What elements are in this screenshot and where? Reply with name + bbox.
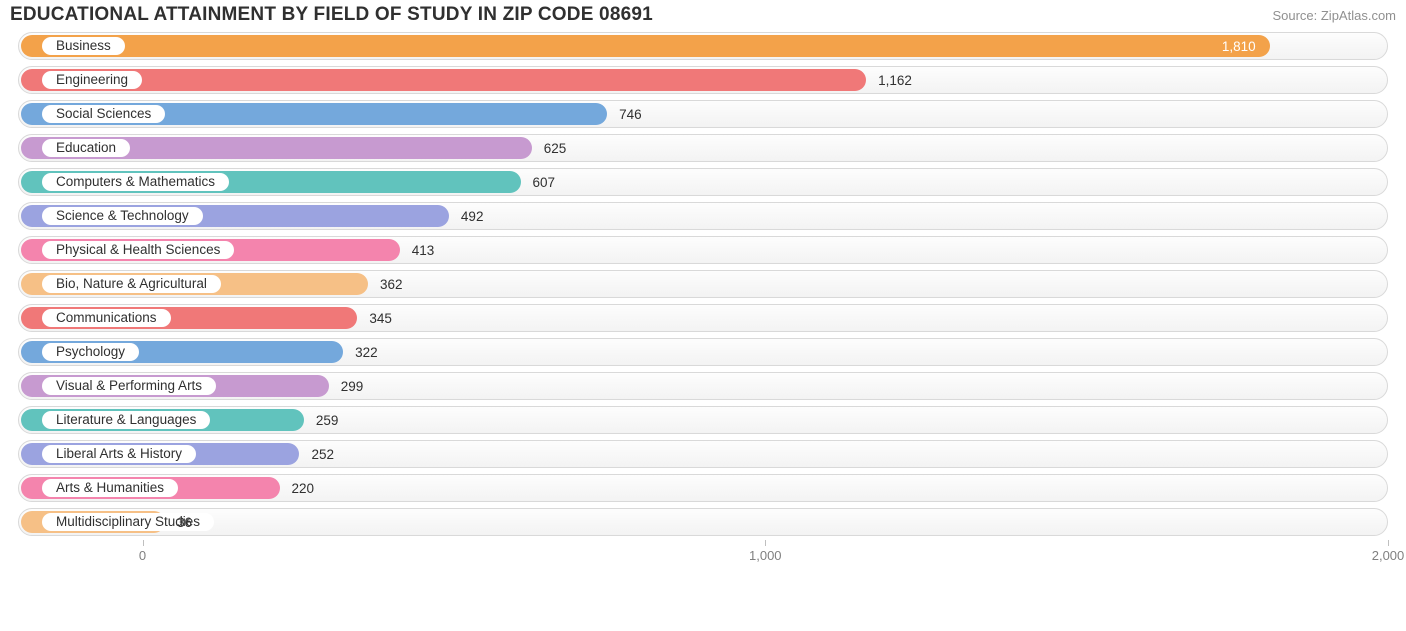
bar-container: Business 1,810 Engineering 1,162 Social Scie… — [8, 32, 1398, 536]
value-label: 413 — [412, 236, 435, 264]
value-label: 1,162 — [878, 66, 912, 94]
value-label: 1,810 — [1222, 32, 1256, 60]
bar-row: Literature & Languages 259 — [8, 406, 1398, 434]
x-axis: 01,0002,000 — [8, 540, 1398, 566]
axis-tick — [765, 540, 766, 546]
bar-row: Education 625 — [8, 134, 1398, 162]
axis-tick — [143, 540, 144, 546]
value-label: 607 — [533, 168, 556, 196]
bar-row: Visual & Performing Arts 299 — [8, 372, 1398, 400]
value-label: 299 — [341, 372, 364, 400]
value-label: 252 — [311, 440, 334, 468]
value-label: 322 — [355, 338, 378, 366]
category-pill: Social Sciences — [42, 105, 165, 123]
bar-row: Bio, Nature & Agricultural 362 — [8, 270, 1398, 298]
category-pill: Literature & Languages — [42, 411, 210, 429]
bar-row: Physical & Health Sciences 413 — [8, 236, 1398, 264]
category-pill: Communications — [42, 309, 171, 327]
bar-row: Psychology 322 — [8, 338, 1398, 366]
chart-title: EDUCATIONAL ATTAINMENT BY FIELD OF STUDY… — [10, 4, 653, 26]
value-label: 746 — [619, 100, 642, 128]
value-label: 345 — [369, 304, 392, 332]
category-pill: Psychology — [42, 343, 139, 361]
bar-row: Liberal Arts & History 252 — [8, 440, 1398, 468]
bar-row: Communications 345 — [8, 304, 1398, 332]
bar-fill — [21, 69, 866, 91]
value-label: 220 — [292, 474, 315, 502]
bar-row: Business 1,810 — [8, 32, 1398, 60]
category-pill: Business — [42, 37, 125, 55]
axis-tick-label: 1,000 — [749, 548, 782, 563]
category-pill: Liberal Arts & History — [42, 445, 196, 463]
axis-tick-label: 0 — [139, 548, 146, 563]
bar-track — [18, 508, 1388, 536]
category-pill: Computers & Mathematics — [42, 173, 229, 191]
category-pill: Bio, Nature & Agricultural — [42, 275, 221, 293]
bar-row: Computers & Mathematics 607 — [8, 168, 1398, 196]
category-pill: Visual & Performing Arts — [42, 377, 216, 395]
axis-tick-label: 2,000 — [1372, 548, 1405, 563]
chart-area: Business 1,810 Engineering 1,162 Social Scie… — [8, 32, 1398, 566]
bar-row: Social Sciences 746 — [8, 100, 1398, 128]
category-pill: Engineering — [42, 71, 142, 89]
bar-row: Science & Technology 492 — [8, 202, 1398, 230]
bar-row: Arts & Humanities 220 — [8, 474, 1398, 502]
bar-fill — [21, 35, 1270, 57]
bar-row: Engineering 1,162 — [8, 66, 1398, 94]
value-label: 362 — [380, 270, 403, 298]
axis-tick — [1388, 540, 1389, 546]
chart-source: Source: ZipAtlas.com — [1272, 8, 1396, 23]
category-pill: Physical & Health Sciences — [42, 241, 234, 259]
category-pill: Science & Technology — [42, 207, 203, 225]
category-pill: Arts & Humanities — [42, 479, 178, 497]
value-label: 36 — [177, 508, 192, 536]
chart-header: EDUCATIONAL ATTAINMENT BY FIELD OF STUDY… — [8, 4, 1398, 32]
bar-row: Multidisciplinary Studies36 — [8, 508, 1398, 536]
category-pill: Education — [42, 139, 130, 157]
value-label: 492 — [461, 202, 484, 230]
value-label: 259 — [316, 406, 339, 434]
value-label: 625 — [544, 134, 567, 162]
